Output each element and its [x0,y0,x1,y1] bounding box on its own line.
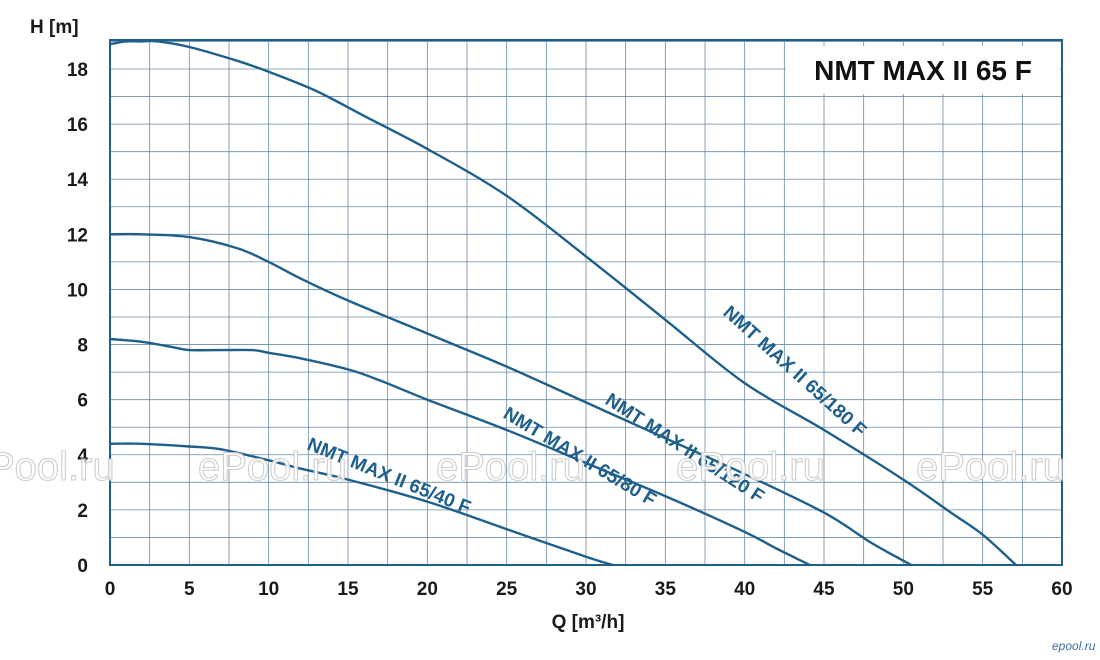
watermark-text: ePool.ru [916,445,1065,489]
series-line [108,39,1018,567]
x-tick-label: 35 [655,579,677,600]
y-tick-label: 10 [67,280,88,301]
y-axis-title: H [m] [30,17,79,38]
series-line [108,442,615,567]
x-tick-label: 50 [893,579,914,600]
plot-frame [109,39,1063,566]
series-lines [108,39,1018,567]
y-tick-label: 4 [77,446,88,467]
y-tick-label: 12 [67,225,88,246]
y-tick-label: 14 [67,170,89,191]
corner-watermark: epool.ru [1052,639,1096,653]
series-line [108,232,913,567]
watermark-text: ePool.ru [198,445,347,489]
x-tick-label: 15 [337,579,359,600]
grid [109,40,1063,566]
x-tick-label: 5 [184,579,195,600]
series-line [108,337,811,567]
title-box: NMT MAX II 65 F [786,46,1060,94]
x-tick-label: 55 [972,579,994,600]
x-axis-title: Q [m³/h] [552,612,625,633]
x-tick-label: 0 [105,579,116,600]
x-tick-label: 20 [417,579,438,600]
y-tick-label: 6 [77,391,88,412]
chart-title: NMT MAX II 65 F [814,55,1032,86]
x-tick-label: 60 [1051,579,1072,600]
x-tick-label: 30 [575,579,596,600]
y-tick-label: 18 [67,60,88,81]
x-tick-label: 40 [734,579,755,600]
y-tick-label: 2 [77,501,88,522]
watermark: Pool.ru ePool.ru ePool.ru ePool.ru ePool.ru [0,444,1066,489]
y-tick-label: 0 [77,556,88,577]
x-tick-label: 45 [813,579,835,600]
watermark-text: ePool.ru [676,445,825,489]
y-tick-label: 16 [67,115,88,136]
watermark-text: ePool.ru [436,445,585,489]
watermark-text: Pool.ru [0,445,115,489]
x-tick-label: 10 [258,579,279,600]
tick-labels: 0 5 10 15 20 25 30 35 40 45 50 55 60 0 2 4 6 8 10 12 14 16 18 [67,60,1073,600]
x-tick-label: 25 [496,579,518,600]
y-tick-label: 8 [77,336,88,357]
